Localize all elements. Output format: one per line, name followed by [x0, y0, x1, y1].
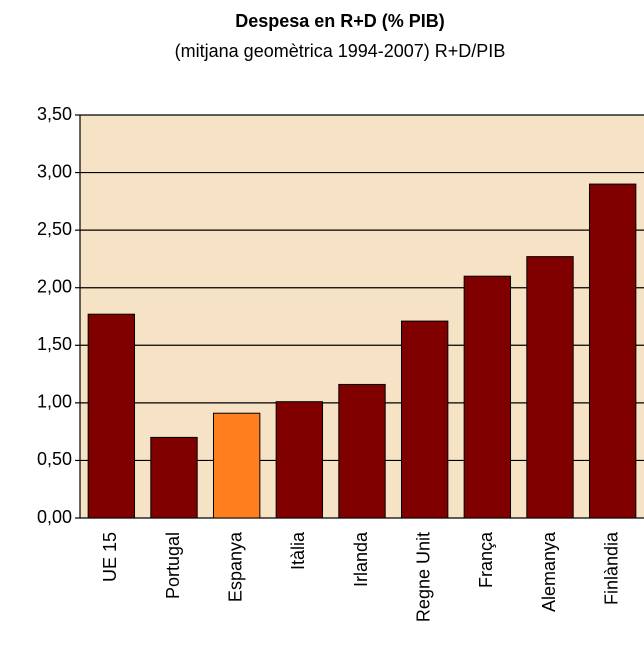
x-tick-label: UE 15	[100, 532, 120, 582]
x-tick-label: Irlanda	[351, 531, 371, 587]
x-tick-label: França	[476, 531, 496, 588]
x-tick-label: Portugal	[163, 532, 183, 599]
y-tick-label: 2,50	[37, 219, 72, 239]
x-tick-label: Alemanya	[539, 531, 559, 612]
bar	[338, 383, 386, 519]
x-tick-label: Espanya	[225, 531, 245, 602]
bar	[463, 275, 512, 519]
y-tick-label: 0,50	[37, 449, 72, 469]
bar	[400, 320, 449, 519]
x-tick-label: Regne Unit	[413, 532, 433, 622]
bar	[212, 412, 261, 519]
y-tick-label: 3,50	[37, 104, 72, 124]
y-tick-label: 1,00	[37, 392, 72, 412]
bar	[150, 436, 198, 519]
x-tick-label: Itàlia	[288, 531, 308, 570]
y-tick-label: 1,50	[37, 334, 72, 354]
chart-subtitle: (mitjana geomètrica 1994-2007) R+D/PIB	[175, 41, 506, 61]
bar	[87, 313, 136, 519]
chart-title: Despesa en R+D (% PIB)	[235, 11, 445, 31]
y-tick-label: 0,00	[37, 507, 72, 527]
y-tick-label: 2,00	[37, 276, 72, 296]
x-tick-label: Finlàndia	[601, 531, 621, 605]
bar	[588, 183, 637, 519]
y-tick-label: 3,00	[37, 161, 72, 181]
bar	[526, 256, 574, 519]
bar	[275, 401, 324, 519]
